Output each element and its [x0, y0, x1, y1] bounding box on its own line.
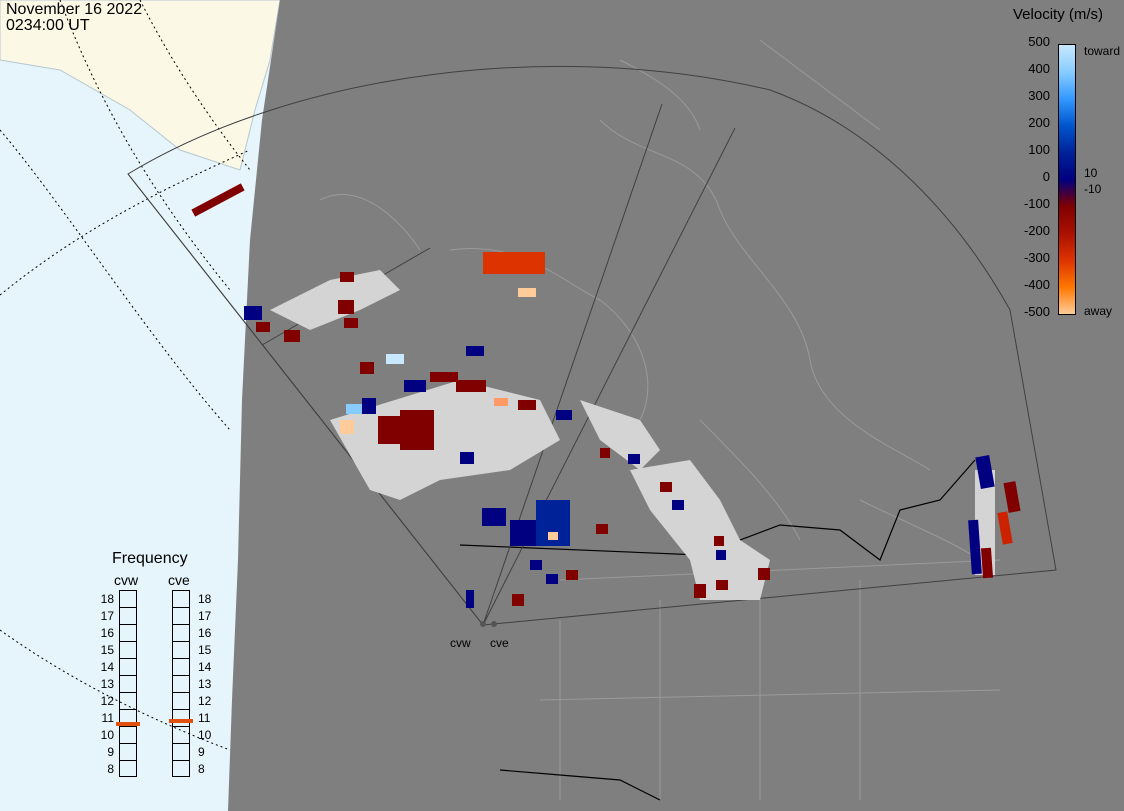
frequency-level-label-left: 10	[100, 728, 114, 742]
colorscale-tick: -300	[1023, 250, 1050, 265]
frequency-level-label-left: 15	[100, 643, 114, 657]
frequency-level-label-left: 8	[107, 762, 114, 776]
frequency-level-label-right: 14	[198, 660, 212, 674]
colorscale-tick: 400	[1028, 61, 1050, 76]
frequency-cell	[120, 727, 136, 744]
graticule	[0, 0, 251, 751]
frequency-box-cve	[172, 590, 190, 777]
frequency-cell	[120, 693, 136, 710]
frequency-level-label-right: 10	[198, 728, 212, 742]
frequency-level-label-left: 12	[100, 694, 114, 708]
frequency-cell	[173, 693, 189, 710]
site-label-cvw: cvw	[450, 636, 471, 650]
colorscale-tick: -100	[1023, 196, 1050, 211]
frequency-cell	[173, 642, 189, 659]
frequency-cell	[120, 744, 136, 761]
frequency-cell	[173, 676, 189, 693]
frequency-level-label-right: 12	[198, 694, 212, 708]
colorscale-tick: 200	[1028, 115, 1050, 130]
ground-scatter	[270, 270, 995, 600]
velocity-cells	[191, 183, 1021, 608]
frequency-level-label-left: 17	[100, 609, 114, 623]
coastlines	[319, 39, 1001, 800]
frequency-cell	[120, 625, 136, 642]
frequency-level-label-left: 14	[100, 660, 114, 674]
cvw-site-marker	[480, 621, 486, 627]
radar-label-cvw: cvw	[114, 572, 139, 588]
frequency-box-cvw	[119, 590, 137, 777]
away-label: away	[1084, 304, 1113, 318]
frequency-cell	[120, 591, 136, 608]
frequency-cell	[120, 608, 136, 625]
frequency-cell	[173, 591, 189, 608]
frequency-cell	[120, 710, 136, 727]
colorscale-title: Velocity (m/s)	[1013, 6, 1104, 23]
colorscale-tick: 300	[1028, 88, 1050, 103]
time-label: 0234:00 UT	[6, 17, 90, 34]
colorscale-tick: 500	[1028, 34, 1050, 49]
colorscale-tick: -400	[1023, 277, 1050, 292]
frequency-level-label-left: 16	[100, 626, 114, 640]
frequency-cell	[173, 727, 189, 744]
colorscale-tick: -500	[1023, 304, 1050, 319]
frequency-cell	[173, 761, 189, 778]
toward-label: toward	[1084, 44, 1121, 58]
us-mexico-border	[499, 769, 661, 801]
inner-tick-negative: -10	[1084, 182, 1102, 196]
frequency-cell	[120, 676, 136, 693]
frequency-cell	[173, 659, 189, 676]
colorscale-tick: -200	[1023, 223, 1050, 238]
frequency-level-label-right: 16	[198, 626, 212, 640]
frequency-cell	[173, 625, 189, 642]
cve-site-marker	[491, 621, 497, 627]
frequency-cell	[120, 761, 136, 778]
frequency-cell	[120, 659, 136, 676]
radar-label-cve: cve	[168, 572, 190, 588]
frequency-level-label-right: 15	[198, 643, 212, 657]
frequency-level-label-left: 9	[107, 745, 114, 759]
frequency-cell	[173, 608, 189, 625]
frequency-level-label-left: 11	[101, 711, 114, 725]
date-label: November 16 2022	[6, 1, 143, 18]
colorscale-tick: 0	[1042, 169, 1050, 184]
frequency-cell	[120, 642, 136, 659]
frequency-level-label-right: 8	[198, 762, 205, 776]
frequency-level-label-right: 13	[198, 677, 212, 691]
frequency-level-label-right: 17	[198, 609, 212, 623]
frequency-marker-cvw	[116, 722, 140, 727]
frequency-cell	[173, 710, 189, 727]
inner-tick-positive: 10	[1084, 166, 1098, 180]
alaska-land	[0, 0, 281, 171]
site-label-cve: cve	[490, 636, 509, 650]
colorscale-tick: 100	[1028, 142, 1050, 157]
frequency-level-label-left: 13	[100, 677, 114, 691]
velocity-colorbar	[1058, 44, 1076, 315]
frequency-level-label-right: 9	[198, 745, 205, 759]
land-region	[228, 0, 1124, 811]
frequency-level-label-right: 18	[198, 592, 212, 606]
frequency-cell	[173, 744, 189, 761]
frequency-marker-cve	[169, 718, 193, 723]
frequency-level-label-left: 18	[100, 592, 114, 606]
frequency-title: Frequency	[112, 550, 188, 567]
frequency-level-label-right: 11	[198, 711, 211, 725]
